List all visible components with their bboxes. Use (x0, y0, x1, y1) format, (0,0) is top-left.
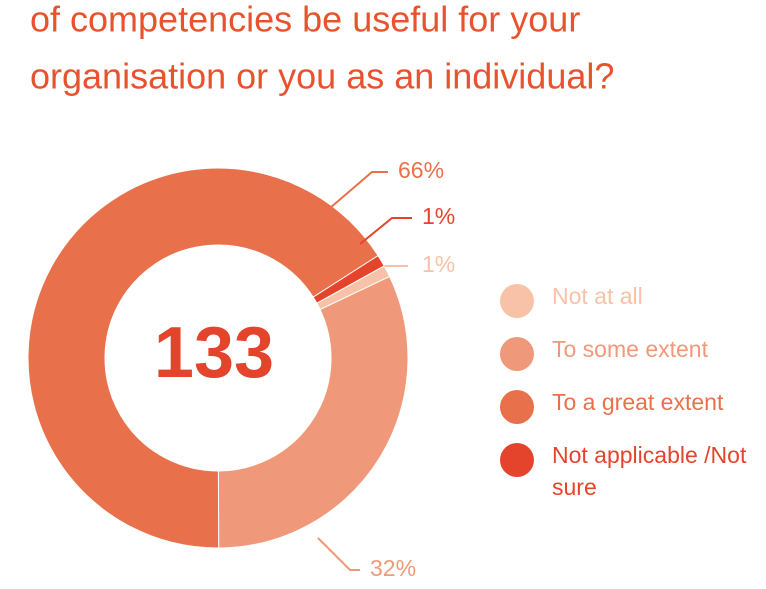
legend-swatch (500, 443, 534, 477)
legend-swatch (500, 337, 534, 371)
legend-label: To some extent (552, 336, 708, 362)
center-label: 133 (154, 313, 274, 393)
leader-line (359, 217, 412, 245)
value-label: 1% (422, 203, 455, 229)
leader-line (329, 171, 388, 209)
value-label: 32% (370, 555, 416, 581)
chart-title: organisation or you as an individual? (30, 56, 614, 97)
legend-item: Not at all (500, 280, 752, 318)
legend-label: Not at all (552, 283, 643, 309)
value-label: 66% (398, 157, 444, 183)
value-label: 1% (422, 251, 455, 277)
leader-line (317, 537, 360, 571)
legend-label: To a great extent (552, 389, 724, 415)
legend-item: To a great extent (500, 386, 752, 424)
legend-swatch (500, 390, 534, 424)
chart-title: of competencies be useful for your (30, 0, 580, 40)
legend-item: To some extent (500, 333, 752, 371)
donut-segment (217, 275, 409, 549)
legend-label: Not applicable /Not sure (552, 442, 747, 500)
donut-segment (312, 254, 385, 304)
legend-item: Not applicable /Not sure (500, 439, 752, 503)
legend: Not at all To some extent To a great exten… (500, 280, 760, 524)
legend-swatch (500, 284, 534, 318)
